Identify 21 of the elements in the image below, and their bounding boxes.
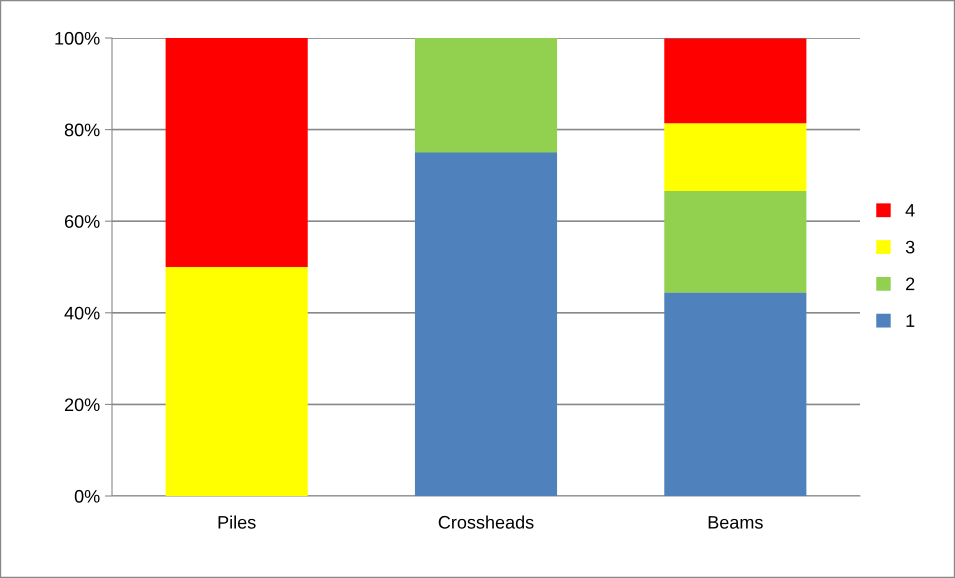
x-tick-label: Crossheads xyxy=(438,515,534,529)
bar xyxy=(664,38,806,124)
y-tick-label: 20% xyxy=(64,398,100,412)
y-tick-label: 40% xyxy=(64,306,100,320)
legend-label: 3 xyxy=(906,240,914,254)
y-tick-label: 0% xyxy=(74,490,100,503)
x-tick-label: Beams xyxy=(708,516,763,529)
bar xyxy=(414,38,558,152)
x-tick-label: Piles xyxy=(218,515,256,529)
bar xyxy=(166,267,308,496)
y-tick-label: 80% xyxy=(64,124,100,136)
y-tick-label: 100% xyxy=(55,32,100,45)
bar xyxy=(166,38,308,267)
bar xyxy=(664,123,806,191)
bar xyxy=(664,292,806,496)
legend-label: 1 xyxy=(906,314,914,327)
bar xyxy=(664,190,806,293)
bar xyxy=(414,152,558,496)
y-tick-label: 60% xyxy=(64,215,100,228)
legend-label: 2 xyxy=(906,278,914,290)
legend-label: 4 xyxy=(906,204,915,217)
